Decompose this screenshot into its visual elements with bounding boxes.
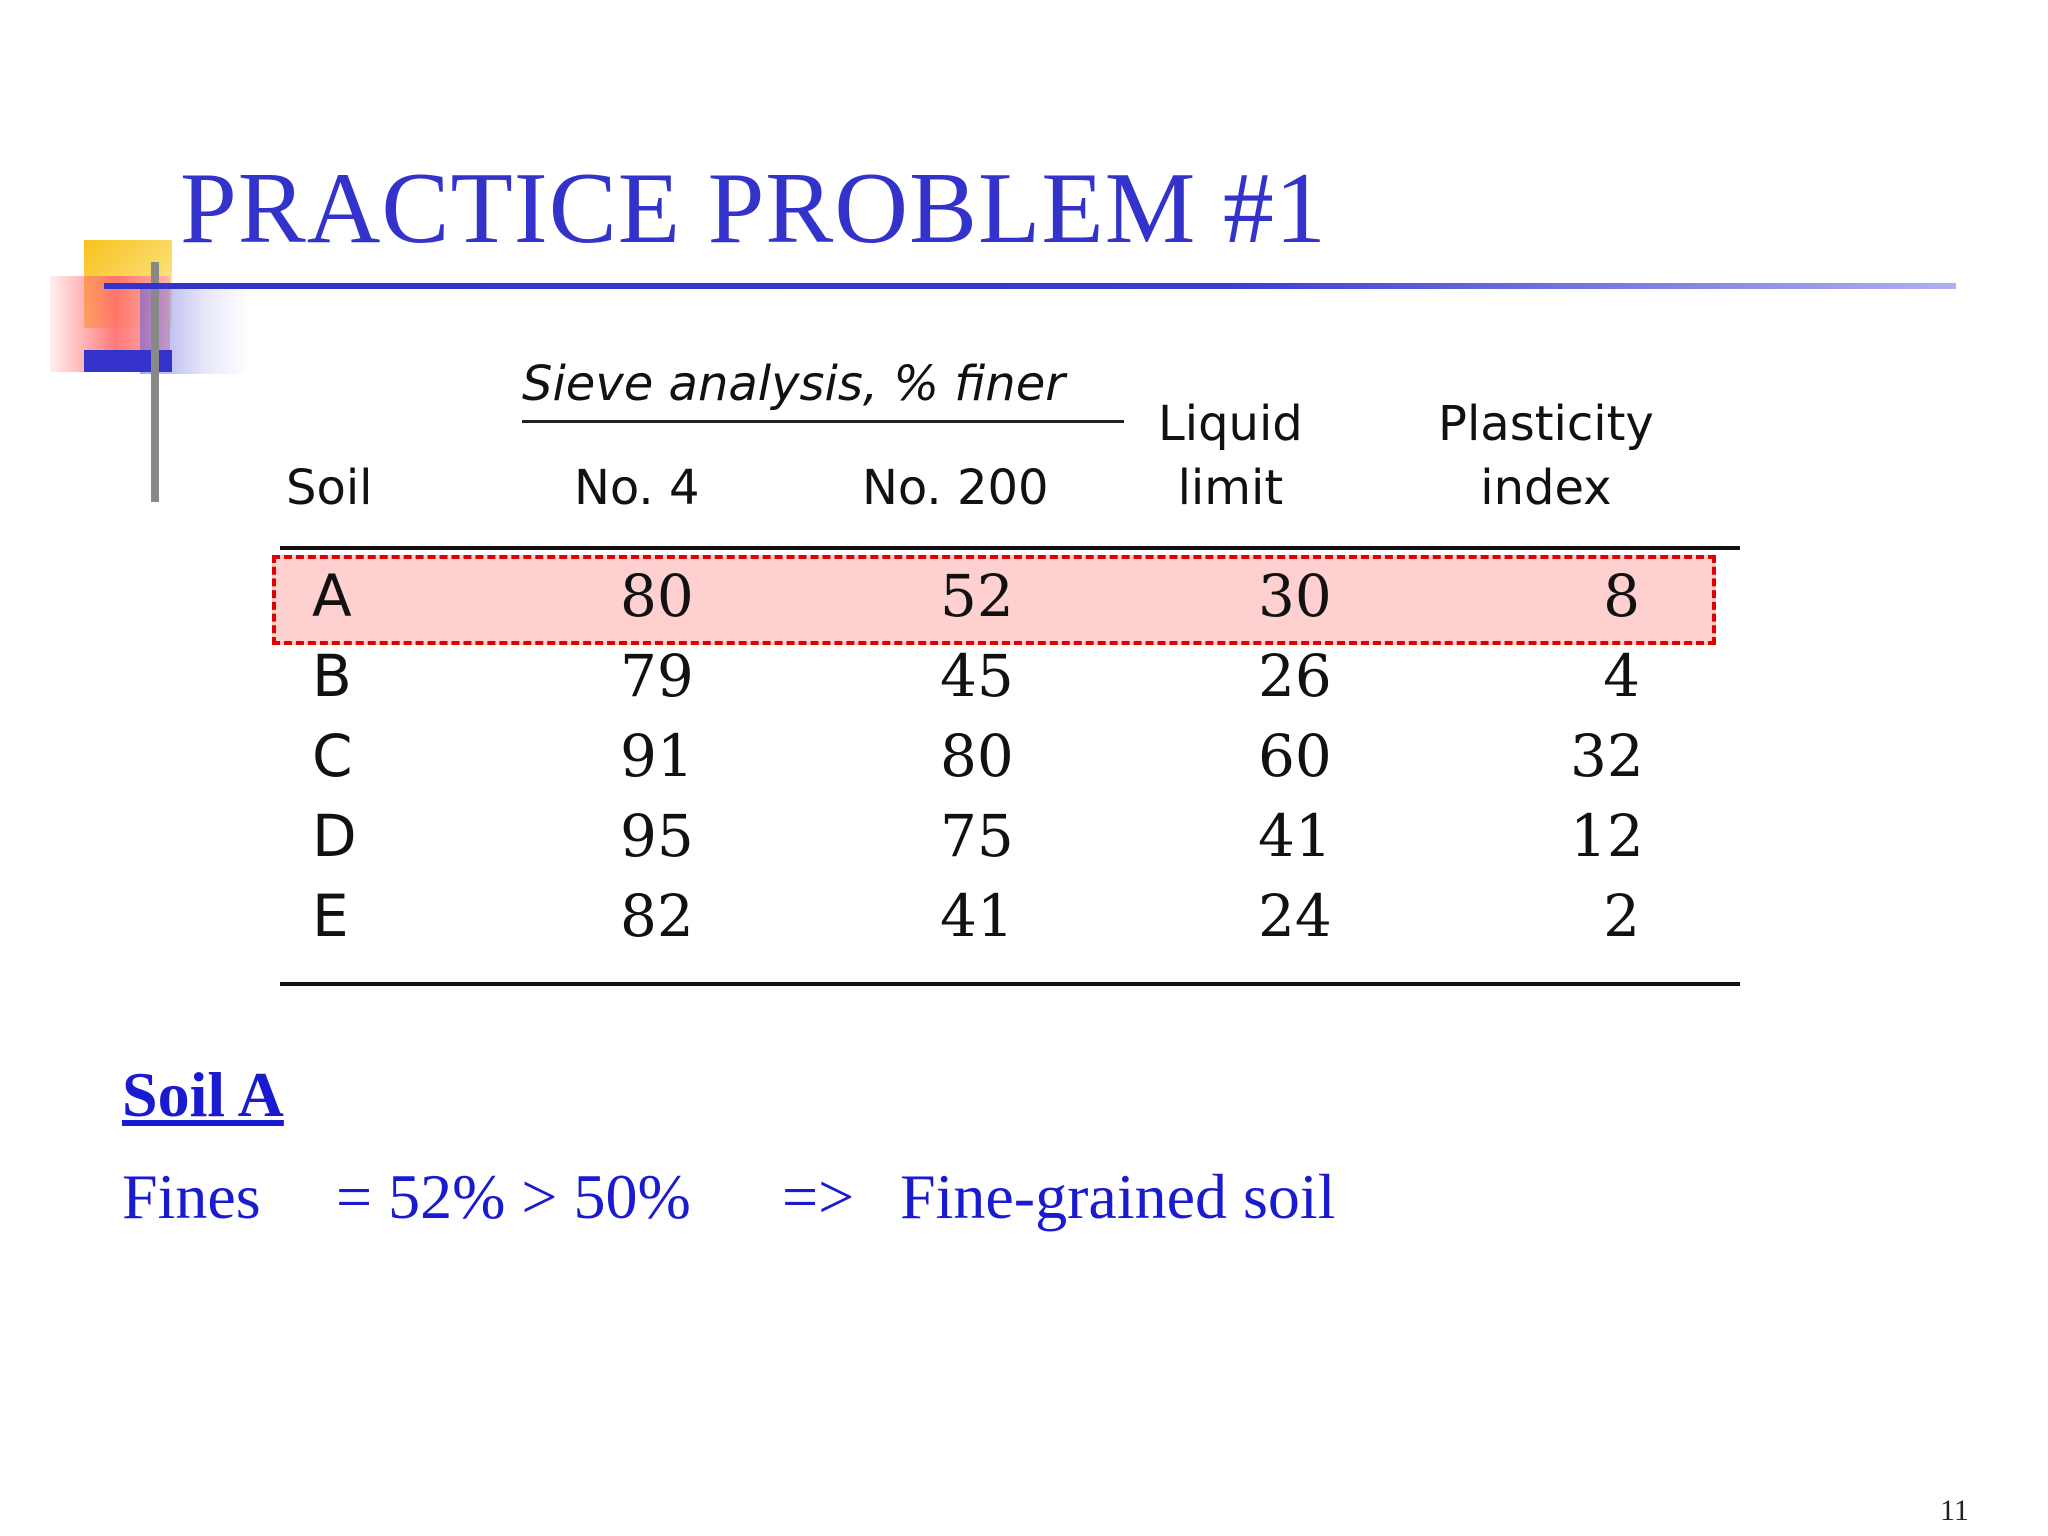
- fines-expression: = 52% > 50%: [336, 1161, 691, 1232]
- cell-soil: B: [312, 642, 352, 710]
- sieve-header-rule: [522, 420, 1124, 423]
- cell-liquid-limit: 41: [1258, 802, 1332, 870]
- cell-no200: 52: [940, 562, 1014, 630]
- table-row: D 95 75 41 12: [280, 802, 1740, 880]
- header-liquid-limit: Liquid limit: [1158, 392, 1303, 520]
- slide-title: PRACTICE PROBLEM #1: [180, 152, 1327, 265]
- soil-data-table: Sieve analysis, % finer Soil No. 4 No. 2…: [272, 350, 1750, 990]
- header-soil: Soil: [286, 460, 373, 516]
- solution-heading: Soil A: [122, 1059, 284, 1130]
- cell-no4: 82: [620, 882, 694, 950]
- header-sieve-analysis: Sieve analysis, % finer: [522, 356, 1065, 412]
- fines-label: Fines: [122, 1161, 261, 1232]
- header-liquid-limit-line2: limit: [1177, 460, 1284, 516]
- table-row: B 79 45 26 4: [280, 642, 1740, 720]
- table-row: A 80 52 30 8: [280, 562, 1740, 640]
- cell-plasticity-index: 32: [1570, 722, 1644, 790]
- cell-no4: 95: [620, 802, 694, 870]
- header-plasticity-index: Plasticity index: [1438, 392, 1654, 520]
- header-plasticity-index-line2: index: [1480, 460, 1612, 516]
- cell-plasticity-index: 4: [1603, 642, 1640, 710]
- cell-no4: 91: [620, 722, 694, 790]
- table-bottom-rule: [280, 982, 1740, 986]
- cell-no4: 79: [620, 642, 694, 710]
- cell-no200: 80: [940, 722, 1014, 790]
- cell-plasticity-index: 12: [1570, 802, 1644, 870]
- page-number: 11: [1940, 1494, 1969, 1527]
- cell-no200: 45: [940, 642, 1014, 710]
- cell-liquid-limit: 26: [1258, 642, 1332, 710]
- decor-vertical-line: [151, 262, 159, 502]
- table-top-rule: [280, 546, 1740, 550]
- table-row: C 91 80 60 32: [280, 722, 1740, 800]
- header-no200: No. 200: [862, 460, 1049, 516]
- cell-soil: E: [312, 882, 349, 950]
- cell-liquid-limit: 24: [1258, 882, 1332, 950]
- decor-blue-bar: [84, 350, 172, 372]
- cell-liquid-limit: 30: [1258, 562, 1332, 630]
- implies-arrow: =>: [782, 1161, 855, 1232]
- title-underline: [104, 283, 1956, 289]
- header-plasticity-index-line1: Plasticity: [1438, 396, 1654, 452]
- cell-no200: 75: [940, 802, 1014, 870]
- highlight-row-a: [272, 555, 1716, 645]
- header-liquid-limit-line1: Liquid: [1158, 396, 1303, 452]
- header-no4: No. 4: [574, 460, 700, 516]
- cell-plasticity-index: 2: [1603, 882, 1640, 950]
- cell-soil: A: [312, 562, 352, 630]
- cell-soil: D: [312, 802, 357, 870]
- classification-result: Fine-grained soil: [900, 1161, 1336, 1232]
- cell-no200: 41: [940, 882, 1014, 950]
- cell-no4: 80: [620, 562, 694, 630]
- cell-liquid-limit: 60: [1258, 722, 1332, 790]
- table-row: E 82 41 24 2: [280, 882, 1740, 960]
- cell-soil: C: [312, 722, 353, 790]
- cell-plasticity-index: 8: [1603, 562, 1640, 630]
